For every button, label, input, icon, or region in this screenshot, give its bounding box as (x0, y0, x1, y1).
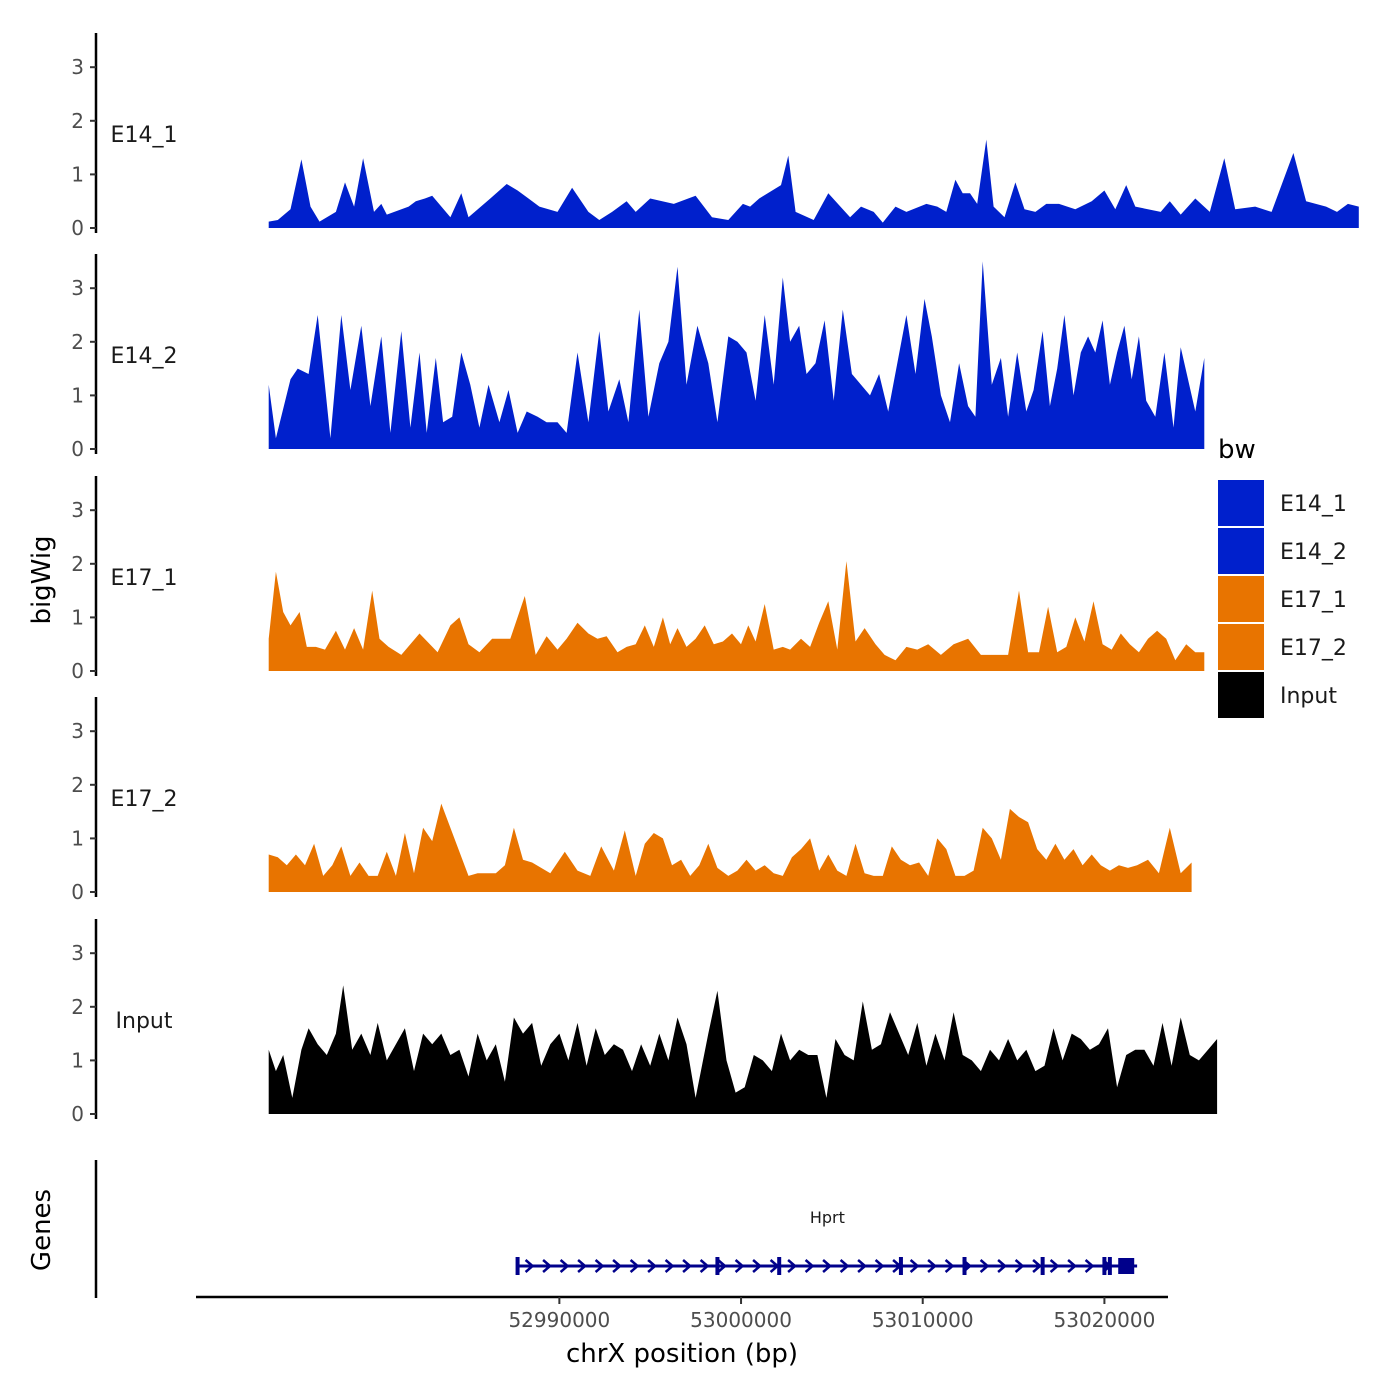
track-label: Input (116, 1009, 173, 1034)
legend: bw E14_1 E14_2 E17_1 E17_2 Input (1218, 435, 1347, 718)
strand-arrow (524, 1259, 535, 1273)
strand-arrow (664, 1259, 675, 1273)
legend-label: E17_2 (1280, 636, 1347, 661)
y-tick-label: 3 (71, 498, 84, 522)
y-axis-title: bigWig (27, 535, 57, 624)
strand-arrow (874, 1259, 885, 1273)
strand-arrow (927, 1259, 937, 1273)
y-tick-label: 2 (71, 552, 84, 576)
legend-swatch-Input (1218, 672, 1264, 718)
x-tick-label: 53000000 (690, 1308, 792, 1332)
x-tick-label: 52990000 (508, 1308, 610, 1332)
legend-swatch-E14_1 (1218, 480, 1264, 526)
strand-arrow (1032, 1259, 1043, 1273)
legend-label: E14_2 (1280, 540, 1347, 565)
strand-arrow (1084, 1259, 1095, 1273)
strand-arrow (734, 1259, 745, 1273)
strand-arrow (944, 1259, 955, 1273)
gene-exon (1107, 1257, 1112, 1275)
strand-arrow (542, 1259, 552, 1273)
strand-arrow (577, 1259, 587, 1273)
track-label: E14_2 (111, 344, 178, 369)
y-tick-label: 3 (71, 719, 84, 743)
strand-arrow (629, 1259, 640, 1273)
coverage-tracks: 0 1 2 3 E14_1 0 1 2 3 E14_2 0 1 2 3 E17_1 0 1 2 3 E17_2 0 1 2 3… (71, 33, 1359, 1126)
y-tick-label: 2 (71, 109, 84, 133)
y-tick-label: 1 (71, 605, 84, 629)
strand-arrow (752, 1259, 762, 1273)
strand-arrow (699, 1259, 710, 1273)
y-tick-label: 0 (71, 1102, 84, 1126)
y-tick-label: 1 (71, 162, 84, 186)
y-tick-label: 2 (71, 330, 84, 354)
x-axis: 52990000 53000000 53010000 53020000 (196, 1295, 1168, 1332)
y-tick-label: 1 (71, 383, 84, 407)
strand-arrow (717, 1259, 727, 1273)
y-tick-label: 0 (71, 659, 84, 683)
y-tick-label: 3 (71, 276, 84, 300)
strand-arrow (787, 1259, 797, 1273)
x-tick-label: 53020000 (1054, 1308, 1156, 1332)
track-label: E17_2 (111, 787, 178, 812)
legend-swatch-E14_2 (1218, 528, 1264, 574)
coverage-area-E14_2 (268, 261, 1205, 449)
x-axis-title: chrX position (bp) (566, 1339, 798, 1369)
strand-arrow (1049, 1259, 1060, 1273)
legend-label: E17_1 (1280, 588, 1347, 613)
track-E14_2: 0 1 2 3 E14_2 (71, 254, 1205, 461)
strand-arrow (909, 1259, 920, 1273)
y-tick-label: 3 (71, 55, 84, 79)
gene-exon (515, 1257, 520, 1275)
y-tick-label: 2 (71, 773, 84, 797)
y-tick-label: 0 (71, 880, 84, 904)
gene-track: Hprt (94, 1160, 1138, 1298)
strand-arrow (1014, 1259, 1025, 1273)
track-label: E17_1 (111, 566, 178, 591)
track-Input: 0 1 2 3 Input (71, 919, 1218, 1126)
track-E17_2: 0 1 2 3 E17_2 (71, 697, 1192, 904)
track-E17_1: 0 1 2 3 E17_1 (71, 476, 1205, 683)
gene-exon (715, 1257, 720, 1275)
legend-swatch-E17_2 (1218, 624, 1264, 670)
strand-arrow (839, 1259, 850, 1273)
legend-title: bw (1218, 435, 1256, 465)
gene-exon (777, 1257, 782, 1275)
strand-arrow (682, 1259, 692, 1273)
gene-exon (962, 1257, 967, 1275)
y-tick-label: 0 (71, 216, 84, 240)
coverage-area-E17_1 (268, 561, 1205, 671)
y-tick-label: 3 (71, 941, 84, 965)
y-tick-label: 1 (71, 826, 84, 850)
strand-arrow (857, 1259, 867, 1273)
legend-label: Input (1280, 684, 1337, 709)
strand-arrow (1067, 1259, 1078, 1273)
coverage-area-E14_1 (268, 139, 1359, 228)
gene-exon (1118, 1258, 1135, 1274)
legend-swatch-E17_1 (1218, 576, 1264, 622)
gene-exon (1040, 1257, 1045, 1275)
legend-label: E14_1 (1280, 492, 1347, 517)
gene-track-title: Genes (27, 1189, 57, 1271)
strand-arrow (612, 1259, 622, 1273)
strand-arrow (979, 1259, 990, 1273)
y-tick-label: 2 (71, 995, 84, 1019)
track-label: E14_1 (111, 123, 178, 148)
strand-arrow (822, 1259, 832, 1273)
gene-name-label: Hprt (810, 1208, 845, 1227)
y-tick-label: 1 (71, 1048, 84, 1072)
coverage-area-E17_2 (268, 803, 1192, 892)
strand-arrow (647, 1259, 657, 1273)
track-E14_1: 0 1 2 3 E14_1 (71, 33, 1359, 240)
x-tick-label: 53010000 (872, 1308, 974, 1332)
strand-arrow (804, 1259, 815, 1273)
strand-arrow (594, 1259, 605, 1273)
strand-arrow (559, 1259, 570, 1273)
y-tick-label: 0 (71, 437, 84, 461)
strand-arrow (997, 1259, 1008, 1273)
gene-exon (898, 1257, 903, 1275)
coverage-area-Input (268, 985, 1218, 1114)
gene-exon (1102, 1257, 1107, 1275)
